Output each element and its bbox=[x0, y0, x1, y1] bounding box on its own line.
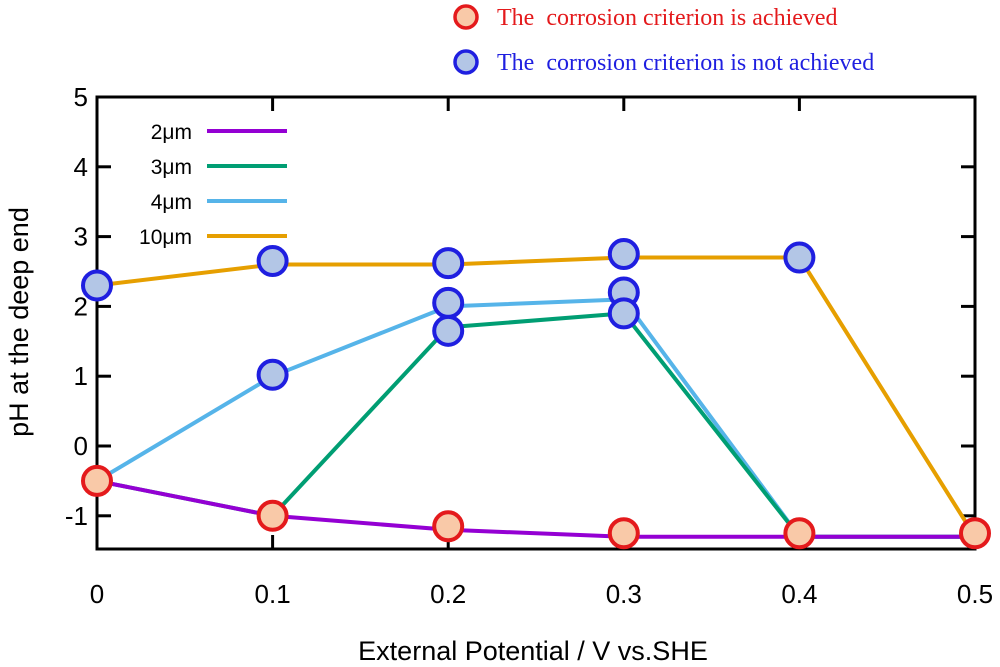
series-lines bbox=[95, 255, 977, 539]
x-tick-label: 0.1 bbox=[255, 579, 291, 609]
series-line-10μm bbox=[96, 255, 977, 538]
x-tick-label: 0.2 bbox=[430, 579, 466, 609]
series-legend: 2μm 3μm 4μm 10μm bbox=[139, 121, 287, 249]
not-achieved-marker bbox=[783, 241, 816, 274]
y-tick-label: 1 bbox=[74, 361, 88, 391]
marker-legend-not-achieved: The corrosion criterion is not achieved bbox=[453, 49, 874, 76]
achieved-marker bbox=[432, 510, 465, 543]
x-tick-label: 0.3 bbox=[606, 579, 642, 609]
not-achieved-marker bbox=[256, 245, 289, 278]
y-tick-label: 2 bbox=[74, 291, 88, 321]
plot-frame bbox=[95, 95, 977, 551]
not-achieved-legend-marker bbox=[453, 49, 479, 75]
y-tick-label: 5 bbox=[74, 82, 88, 112]
data-markers bbox=[81, 238, 991, 550]
axes: 5 4 3 2 1 0 -1 0 0.1 0.2 0.3 0.4 0.5 bbox=[65, 82, 993, 609]
achieved-marker bbox=[607, 517, 640, 550]
series-line-3μm bbox=[96, 311, 975, 539]
not-achieved-marker bbox=[256, 358, 289, 391]
x-axis-title: External Potential / V vs.SHE bbox=[358, 636, 708, 666]
achieved-marker bbox=[256, 499, 289, 532]
legend-label-10μm: 10μm bbox=[139, 226, 192, 249]
not-achieved-marker bbox=[432, 247, 465, 280]
not-achieved-marker bbox=[432, 314, 465, 347]
legend-label-3μm: 3μm bbox=[151, 156, 192, 179]
achieved-legend-label: The corrosion criterion is achieved bbox=[497, 5, 838, 31]
legend-label-4μm: 4μm bbox=[151, 191, 192, 214]
not-achieved-marker bbox=[81, 269, 113, 302]
legend-label-2μm: 2μm bbox=[151, 121, 192, 144]
x-tick-label: 0.4 bbox=[781, 579, 817, 609]
y-tick-label: 0 bbox=[74, 431, 88, 461]
x-tick-label: 0.5 bbox=[957, 579, 993, 609]
not-achieved-marker bbox=[432, 286, 465, 319]
marker-legend-achieved: The corrosion criterion is achieved bbox=[453, 4, 838, 31]
not-achieved-marker bbox=[607, 297, 640, 330]
marker-legend: The corrosion criterion is achieved The … bbox=[453, 4, 874, 76]
not-achieved-legend-label: The corrosion criterion is not achieved bbox=[497, 50, 874, 76]
y-tick-label: -1 bbox=[65, 501, 88, 531]
achieved-marker bbox=[959, 517, 991, 550]
y-tick-label: 3 bbox=[74, 222, 88, 252]
achieved-legend-marker bbox=[453, 4, 479, 30]
y-axis-title: pH at the deep end bbox=[4, 207, 34, 437]
x-tick-label: 0 bbox=[90, 579, 104, 609]
series-line-4μm bbox=[95, 297, 975, 539]
achieved-marker bbox=[81, 464, 113, 497]
y-tick-label: 4 bbox=[74, 152, 88, 182]
series-line-2μm bbox=[96, 478, 975, 539]
achieved-marker bbox=[783, 517, 816, 550]
not-achieved-marker bbox=[607, 238, 640, 271]
